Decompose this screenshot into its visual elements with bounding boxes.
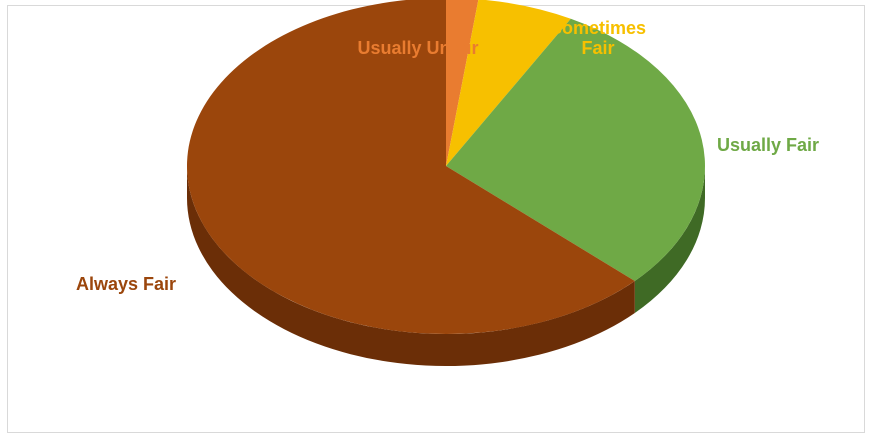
- pie-side-always-fair: [187, 166, 635, 366]
- pie-side-usually-fair: [634, 166, 705, 314]
- pie-slice-always-fair: [187, 0, 635, 334]
- pie-slice-usually-fair: [446, 18, 705, 282]
- slice-label-sometimes-fair: Sometimes Fair: [550, 18, 646, 58]
- pie-slice-sometimes-fair: [446, 0, 571, 166]
- slice-label-usually-unfair: Usually Unfair: [357, 38, 478, 58]
- slice-label-always-fair: Always Fair: [76, 274, 176, 294]
- slice-label-usually-fair: Usually Fair: [717, 135, 819, 155]
- pie-slice-usually-unfair: [446, 0, 479, 166]
